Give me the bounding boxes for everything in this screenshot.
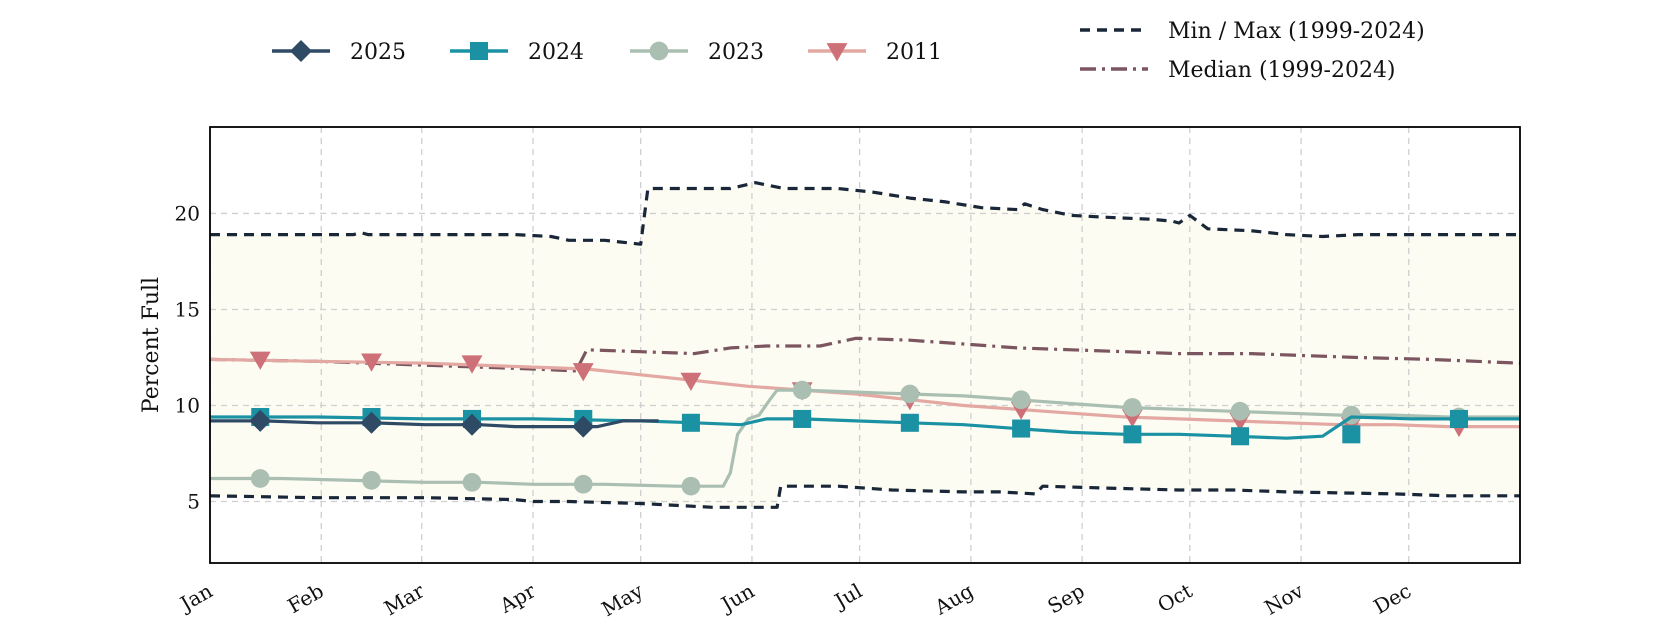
y-tick-label: 20: [175, 201, 200, 225]
data-point: [1231, 427, 1250, 446]
legend-label: Median (1999-2024): [1168, 58, 1396, 83]
plot-area: [209, 126, 1521, 564]
min-max-band: [210, 182, 1520, 508]
x-tick-label: Aug: [930, 578, 978, 619]
data-point: [900, 384, 920, 404]
data-point: [360, 411, 383, 434]
x-tick-label: Jan: [174, 578, 216, 616]
data-point: [681, 476, 701, 496]
plot-frame: [209, 126, 1521, 564]
y-tick-label: 10: [175, 394, 200, 418]
legend: 2025 2024 2023 2011 Min / Max (1999-2024) Med…: [272, 19, 1425, 83]
data-point: [572, 363, 594, 382]
data-point: [1449, 409, 1469, 428]
y-axis: 5 10 15 20: [175, 201, 200, 513]
data-point: [361, 353, 382, 372]
legend-label: 2011: [886, 40, 942, 65]
series-line-line: [210, 388, 1520, 488]
data-point: [900, 413, 919, 432]
data-point: [1011, 390, 1031, 410]
data-point: [462, 472, 482, 492]
legend-marker: [469, 41, 489, 61]
data-point: [680, 372, 702, 391]
data-point: [249, 351, 271, 370]
legend-item-2011: 2011: [808, 40, 942, 65]
y-tick-label: 5: [187, 490, 200, 514]
x-tick-label: Dec: [1369, 579, 1415, 619]
x-tick-label: Sep: [1043, 579, 1088, 619]
data-point: [1123, 425, 1142, 444]
series-line-min: [209, 484, 1520, 509]
data-point: [1012, 419, 1031, 438]
series-2025: [210, 409, 659, 438]
x-tick-label: Apr: [495, 578, 540, 618]
data-point: [681, 413, 700, 432]
legend-item-median: Median (1999-2024): [1080, 58, 1396, 83]
data-point: [573, 474, 593, 494]
series-layer: [209, 181, 1521, 509]
legend-item-2023: 2023: [630, 40, 764, 65]
x-tick-label: Jun: [715, 578, 758, 617]
data-point: [572, 415, 595, 438]
data-point: [1123, 398, 1142, 417]
legend-marker: [290, 40, 312, 62]
x-tick-label: May: [597, 578, 647, 621]
legend-item-min: Min / Max (1999-2024): [1080, 19, 1425, 44]
legend-label: Min / Max (1999-2024): [1168, 19, 1425, 44]
series-2023: [210, 380, 1520, 496]
x-tick-label: Feb: [283, 579, 327, 618]
series-line-line: [210, 415, 1520, 440]
series-line-line: [209, 357, 1520, 429]
series-line-line: [209, 336, 1521, 373]
data-point: [362, 471, 381, 490]
series-line-max: [210, 181, 1520, 246]
x-axis: Jan Feb Mar Apr May Jun Jul Aug Sep Oct Nov Dec: [174, 578, 1415, 621]
data-point: [793, 409, 812, 428]
y-tick-label: 15: [175, 297, 200, 321]
legend-label: 2024: [528, 40, 584, 65]
legend-marker: [649, 41, 669, 61]
x-tick-label: Nov: [1260, 578, 1308, 620]
gridlines: [209, 127, 1520, 563]
data-point: [1230, 401, 1250, 421]
x-tick-label: Jul: [829, 579, 866, 614]
data-point: [792, 380, 812, 400]
data-point: [249, 409, 272, 432]
legend-label: 2023: [708, 40, 764, 65]
x-tick-label: Mar: [380, 578, 429, 620]
y-axis-label: Percent Full: [139, 277, 164, 413]
data-point: [461, 355, 483, 374]
x-tick-label: Oct: [1153, 579, 1196, 618]
data-point: [461, 413, 483, 436]
legend-item-2025: 2025: [272, 40, 406, 65]
data-point: [1342, 425, 1361, 444]
legend-label: 2025: [350, 40, 406, 65]
legend-item-2024: 2024: [450, 40, 584, 65]
series-median-1999-2024: [209, 336, 1521, 373]
data-point: [250, 469, 270, 488]
legend-marker: [826, 43, 848, 62]
series-min-max-1999-2024: [209, 181, 1520, 509]
